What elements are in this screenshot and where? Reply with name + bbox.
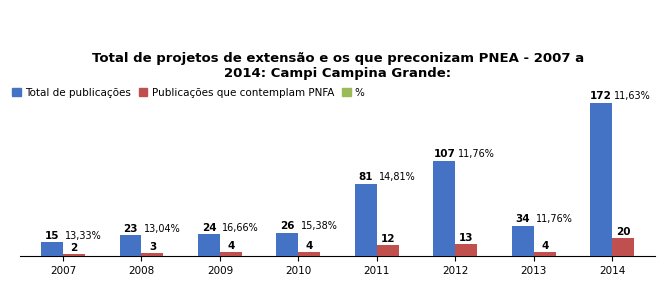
Text: 11,63%: 11,63% [614, 91, 651, 101]
Text: 172: 172 [591, 91, 612, 101]
Text: 4: 4 [227, 241, 234, 251]
Bar [377, 245, 399, 256]
Text: 13: 13 [459, 233, 473, 243]
Text: 24: 24 [202, 223, 216, 233]
Text: 34: 34 [516, 214, 530, 224]
Text: 13,04%: 13,04% [144, 224, 181, 234]
Bar [534, 252, 555, 256]
Text: 26: 26 [280, 221, 295, 231]
Text: 3: 3 [149, 242, 156, 252]
Text: 13,33%: 13,33% [66, 231, 102, 241]
Bar [198, 234, 220, 256]
Text: 4: 4 [541, 241, 548, 251]
Text: 15: 15 [45, 231, 60, 241]
Bar [41, 243, 63, 256]
Title: Total de projetos de extensão e os que preconizam PNEA - 2007 a
2014: Campi Camp: Total de projetos de extensão e os que p… [91, 52, 584, 80]
Text: 20: 20 [616, 227, 630, 237]
Legend: Total de publicações, Publicações que contemplam PNFA, %: Total de publicações, Publicações que co… [13, 88, 365, 98]
Text: 107: 107 [434, 149, 455, 159]
Bar [355, 184, 377, 256]
Text: 81: 81 [359, 172, 373, 182]
Text: 11,76%: 11,76% [457, 149, 495, 159]
Bar [142, 253, 164, 256]
Bar [612, 238, 634, 256]
Text: 11,76%: 11,76% [536, 214, 573, 224]
Text: 12: 12 [381, 234, 395, 244]
Bar [591, 103, 612, 256]
Text: 4: 4 [306, 241, 313, 251]
Bar [277, 233, 299, 256]
Text: 23: 23 [123, 224, 138, 234]
Text: 2: 2 [70, 243, 77, 253]
Bar [220, 252, 242, 256]
Bar [63, 254, 85, 256]
Text: 14,81%: 14,81% [379, 172, 416, 182]
Bar [299, 252, 320, 256]
Text: 15,38%: 15,38% [301, 221, 338, 231]
Bar [120, 235, 142, 256]
Bar [455, 244, 477, 256]
Bar [434, 161, 455, 256]
Text: 16,66%: 16,66% [222, 223, 259, 233]
Bar [512, 225, 534, 256]
